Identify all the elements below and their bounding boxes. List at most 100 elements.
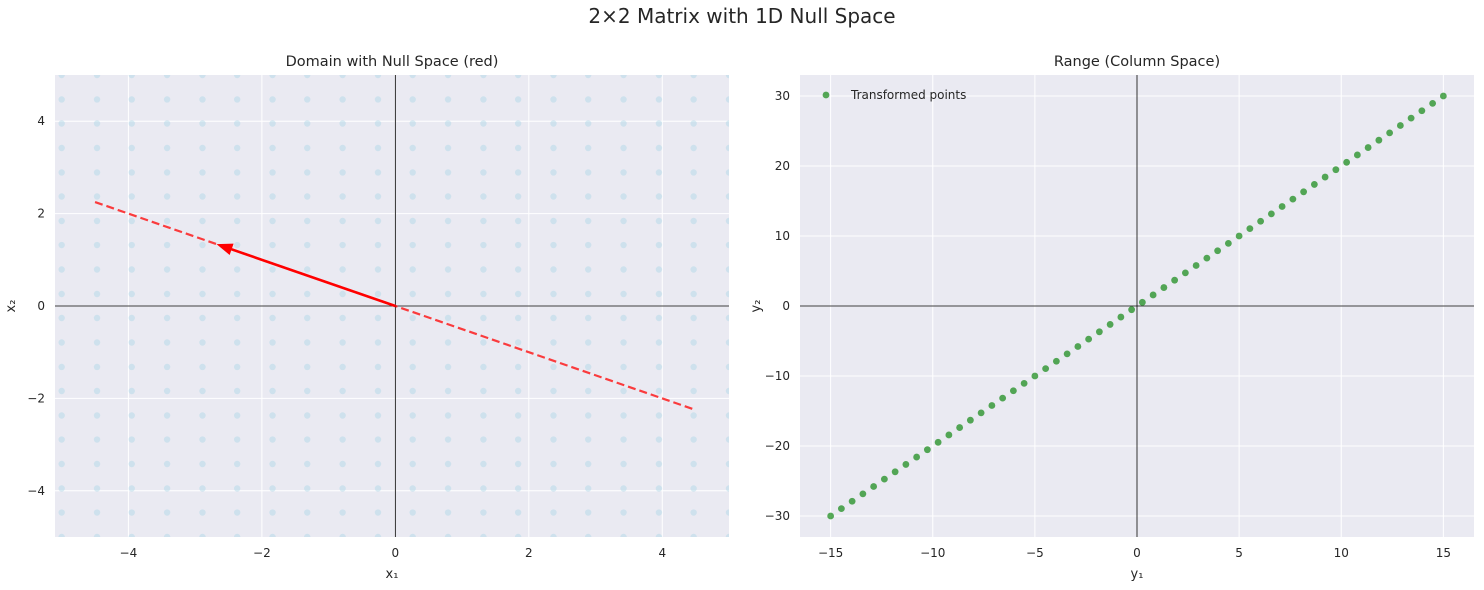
grid-point [480,96,487,103]
grid-point [58,314,65,322]
grid-point [374,144,382,152]
grid-point [620,363,627,371]
grid-point [444,509,452,516]
grid-point [163,412,171,419]
grid-point [725,533,729,537]
grid-point [339,314,346,322]
grid-point [620,193,627,200]
grid-point [725,387,729,395]
transformed-point [1031,372,1039,380]
grid-point [374,169,382,176]
grid-point [339,460,346,468]
grid-point [690,485,697,492]
grid-point [199,485,206,492]
y-tick-label: 20 [775,159,790,173]
grid-point [339,509,346,516]
grid-point [163,96,171,103]
grid-point [339,169,346,176]
grid-point [233,412,241,419]
grid-point [269,387,276,395]
grid-point [584,144,592,152]
grid-point [550,436,557,443]
transformed-point [1267,210,1275,218]
grid-point [620,75,627,79]
transformed-point [1332,166,1340,174]
grid-point [550,120,557,127]
transformed-point [1235,232,1243,240]
grid-point [339,241,346,249]
grid-point [409,217,416,225]
grid-point [584,363,592,371]
grid-point [163,485,171,492]
grid-point [233,193,241,200]
grid-point [514,144,522,152]
grid-point [444,387,452,395]
grid-point [199,509,206,516]
transformed-point [1418,107,1426,115]
grid-point [444,533,452,537]
grid-point [690,144,697,152]
grid-point [444,96,452,103]
grid-point [163,533,171,537]
grid-point [409,75,416,79]
transformed-point [1224,239,1232,247]
grid-point [233,485,241,492]
grid-point [128,485,135,492]
grid-point [269,460,276,468]
grid-point [550,485,557,492]
grid-point [725,241,729,249]
grid-point [690,169,697,176]
x-tick-label: 2 [525,546,533,560]
grid-point [725,485,729,492]
grid-point [725,509,729,516]
grid-point [233,120,241,127]
grid-point [339,290,346,298]
grid-point [480,217,487,225]
grid-point [93,485,101,492]
grid-point [444,314,452,322]
grid-point [304,290,311,298]
grid-point [514,96,522,103]
grid-point [550,412,557,419]
grid-point [339,485,346,492]
legend-marker [822,91,830,99]
grid-point [620,241,627,249]
grid-point [199,363,206,371]
transformed-point [1214,247,1222,255]
grid-point [725,266,729,273]
grid-point [409,509,416,516]
grid-point [409,533,416,537]
grid-point [514,339,522,346]
grid-point [93,509,101,516]
grid-point [374,387,382,395]
grid-point [163,266,171,273]
plot-content [55,75,729,537]
y-tick-label: −10 [765,369,790,383]
grid-point [199,460,206,468]
grid-point [58,436,65,443]
grid-point [480,363,487,371]
grid-point [444,290,452,298]
y-axis-label: y₂ [749,300,764,313]
grid-point [620,96,627,103]
grid-point [444,485,452,492]
y-tick-label: −30 [765,509,790,523]
transformed-point [945,431,953,439]
grid-point [93,241,101,249]
grid-point [655,241,663,249]
transformed-point [1052,357,1060,365]
grid-point [93,412,101,419]
grid-point [304,339,311,346]
transformed-point [1289,195,1297,203]
grid-point [163,193,171,200]
grid-point [514,412,522,419]
grid-point [58,266,65,273]
grid-point [93,387,101,395]
grid-point [374,339,382,346]
y-tick-label: −2 [27,391,45,405]
grid-point [374,509,382,516]
grid-point [409,241,416,249]
grid-point [128,75,135,79]
grid-point [550,217,557,225]
grid-point [620,144,627,152]
